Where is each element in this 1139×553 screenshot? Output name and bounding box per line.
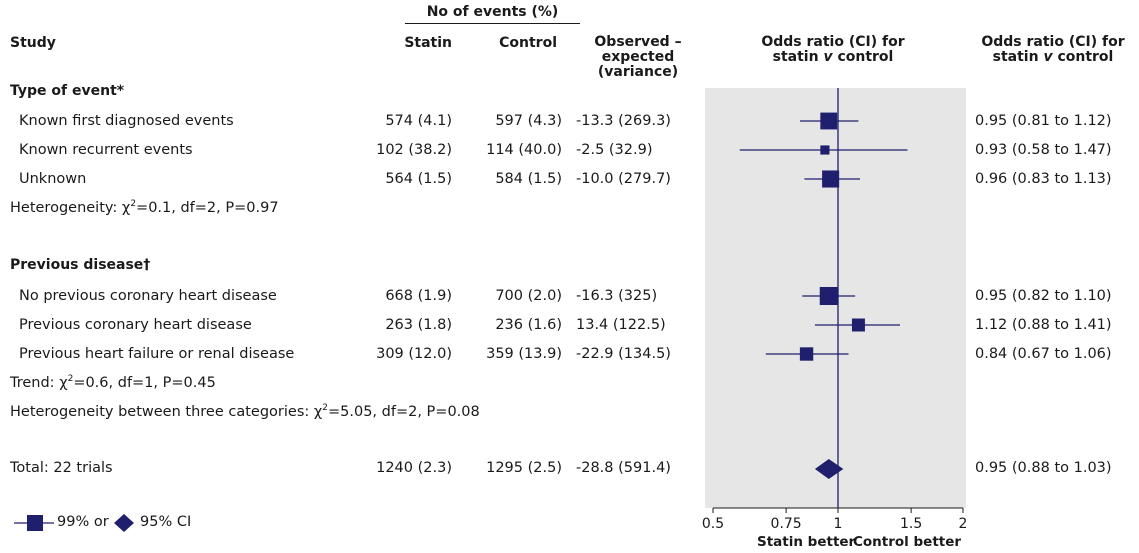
section-type-of-event: Type of event*	[10, 83, 125, 99]
legend-square-icon	[27, 515, 43, 531]
total-oe: -28.8 (591.4)	[576, 460, 671, 476]
x-tick-label: 1	[834, 516, 843, 532]
trend-note: Trend: χ2=0.6, df=1, P=0.45	[10, 374, 216, 392]
row-control: 584 (1.5)	[495, 171, 562, 187]
total-statin: 1240 (2.3)	[376, 460, 452, 476]
odds-ratio-text-header: Odds ratio (CI) for statin v control	[981, 34, 1125, 65]
row-control: 700 (2.0)	[495, 288, 562, 304]
row-statin: 102 (38.2)	[376, 142, 452, 158]
x-tick-label: 0.75	[771, 516, 802, 532]
legend-diamond-label: 95% CI	[140, 514, 192, 530]
row-statin: 263 (1.8)	[385, 317, 452, 333]
axis-label-control-better: Control better	[853, 534, 962, 550]
total-or-text: 0.95 (0.88 to 1.03)	[975, 460, 1112, 476]
row-label: Previous heart failure or renal disease	[19, 346, 295, 362]
row-oe: -2.5 (32.9)	[576, 142, 653, 158]
row-label: Known first diagnosed events	[19, 113, 234, 129]
or-square-marker	[799, 347, 814, 361]
row-oe: -13.3 (269.3)	[576, 113, 671, 129]
heterogeneity-note: Heterogeneity: χ2=0.1, df=2, P=0.97	[10, 199, 279, 217]
or-square-marker	[822, 170, 840, 188]
row-or-text: 0.96 (0.83 to 1.13)	[975, 171, 1112, 187]
row-oe: -22.9 (134.5)	[576, 346, 671, 362]
x-tick-label: 1.5	[900, 516, 922, 532]
study-header: Study	[10, 35, 56, 51]
row-label: No previous coronary heart disease	[19, 288, 277, 304]
control-header: Control	[499, 35, 557, 51]
row-control: 597 (4.3)	[495, 113, 562, 129]
or-square-marker	[820, 145, 830, 155]
legend-square-label: 99% or	[57, 514, 109, 530]
odds-ratio-plot-header: Odds ratio (CI) for statin v control	[761, 34, 905, 65]
events-group-rule	[405, 23, 580, 24]
row-control: 114 (40.0)	[486, 142, 562, 158]
row-or-text: 1.12 (0.88 to 1.41)	[975, 317, 1112, 333]
legend-swatches	[14, 514, 134, 532]
axis-label-statin-better: Statin better	[757, 534, 856, 550]
row-or-text: 0.84 (0.67 to 1.06)	[975, 346, 1112, 362]
heterogeneity-three-note: Heterogeneity between three categories: …	[10, 403, 480, 421]
row-oe: -10.0 (279.7)	[576, 171, 671, 187]
x-tick-label: 0.5	[702, 516, 724, 532]
total-control: 1295 (2.5)	[486, 460, 562, 476]
or-square-marker	[851, 318, 865, 332]
row-oe: 13.4 (122.5)	[576, 317, 666, 333]
row-control: 359 (13.9)	[486, 346, 562, 362]
row-statin: 668 (1.9)	[385, 288, 452, 304]
row-label: Unknown	[19, 171, 87, 187]
row-or-text: 0.93 (0.58 to 1.47)	[975, 142, 1112, 158]
or-square-marker	[820, 112, 838, 130]
x-tick-label: 2	[959, 516, 968, 532]
row-oe: -16.3 (325)	[576, 288, 658, 304]
row-statin: 574 (4.1)	[385, 113, 452, 129]
total-label: Total: 22 trials	[10, 460, 113, 476]
row-label: Previous coronary heart disease	[19, 317, 252, 333]
section-previous-disease: Previous disease†	[10, 257, 151, 273]
row-statin: 564 (1.5)	[385, 171, 452, 187]
row-or-text: 0.95 (0.82 to 1.10)	[975, 288, 1112, 304]
observed-expected-header: Observed – expected (variance)	[594, 34, 682, 80]
row-statin: 309 (12.0)	[376, 346, 452, 362]
row-label: Known recurrent events	[19, 142, 193, 158]
statin-header: Statin	[404, 35, 452, 51]
legend-diamond-icon	[114, 514, 134, 532]
total-diamond-marker	[814, 459, 844, 479]
or-square-marker	[819, 287, 838, 305]
legend	[14, 512, 254, 538]
row-or-text: 0.95 (0.81 to 1.12)	[975, 113, 1112, 129]
row-control: 236 (1.6)	[495, 317, 562, 333]
events-group-header: No of events (%)	[405, 4, 580, 24]
